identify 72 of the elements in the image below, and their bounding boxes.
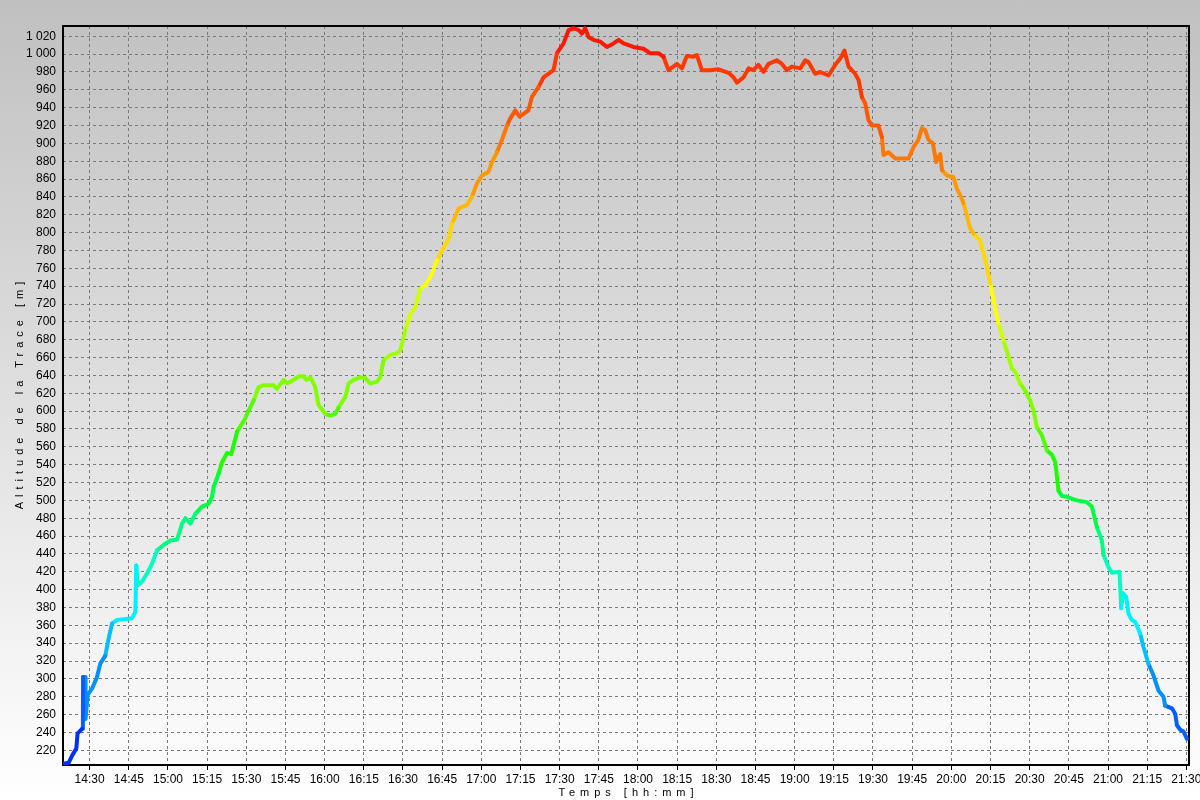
y-tick-label: 1 020 [25,28,57,43]
y-tick-label: 900 [35,135,57,150]
y-tick-label: 300 [35,671,57,686]
y-tick-label: 1 000 [25,46,57,61]
y-tick-label: 640 [35,367,57,382]
x-tick-label: 20:45 [1053,771,1085,786]
y-tick-label: 560 [35,439,57,454]
x-tick-label: 16:00 [309,771,340,786]
x-tick-label: 19:15 [818,771,850,786]
x-tick-label: 14:30 [74,771,105,786]
x-axis-title: Temps [hh:mm] [558,786,699,799]
y-tick-label: 420 [35,564,57,579]
y-tick-label: 840 [35,189,57,204]
x-tick-label: 21:30 [1171,771,1200,786]
x-tick-label: 21:15 [1132,771,1163,786]
y-tick-label: 800 [35,224,57,239]
x-tick-label: 17:45 [583,771,615,786]
x-tick-label: 15:15 [192,771,223,786]
y-axis-title: Altitude de la Trace [m] [13,276,26,510]
x-tick-label: 14:45 [113,771,145,786]
y-tick-label: 920 [35,117,57,132]
y-tick-label: 760 [35,260,57,275]
y-tick-label: 520 [35,474,57,489]
x-tick-label: 17:15 [505,771,536,786]
y-tick-label: 940 [35,99,57,114]
y-tick-label: 340 [35,635,57,650]
y-tick-label: 660 [35,349,57,364]
x-tick-label: 15:45 [270,771,301,786]
y-tick-label: 820 [35,207,57,222]
x-tick-label: 17:00 [466,771,497,786]
x-tick-label: 19:00 [779,771,810,786]
y-tick-label: 960 [35,82,57,97]
y-tick-label: 500 [35,492,57,507]
y-tick-label: 740 [35,278,57,293]
y-tick-label: 580 [35,421,57,436]
y-tick-label: 480 [35,510,57,525]
x-tick-label: 20:15 [975,771,1006,786]
x-tick-label: 16:30 [387,771,419,786]
x-tick-label: 20:30 [1014,771,1045,786]
y-tick-label: 400 [35,581,57,596]
y-tick-label: 620 [35,385,57,400]
y-tick-label: 700 [35,314,57,329]
x-tick-label: 15:30 [231,771,262,786]
y-tick-label: 240 [35,724,57,739]
y-tick-label: 880 [35,153,57,168]
y-tick-label: 540 [35,456,57,471]
y-tick-label: 860 [35,171,57,186]
y-tick-label: 360 [35,617,57,632]
y-tick-label: 260 [35,706,57,721]
x-tick-label: 20:00 [936,771,967,786]
x-tick-label: 18:30 [701,771,732,786]
y-tick-label: 220 [35,742,57,757]
x-tick-label: 19:30 [857,771,889,786]
y-tick-label: 720 [35,296,57,311]
y-tick-label: 980 [35,64,57,79]
x-tick-label: 16:15 [348,771,380,786]
x-tick-label: 21:00 [1092,771,1124,786]
y-tick-label: 780 [35,242,57,257]
x-tick-label: 15:00 [152,771,184,786]
y-tick-label: 320 [35,653,57,668]
x-tick-label: 17:30 [544,771,575,786]
y-tick-label: 440 [35,546,57,561]
y-tick-label: 460 [35,528,57,543]
y-tick-label: 280 [35,689,57,704]
x-tick-label: 18:15 [662,771,693,786]
y-tick-label: 600 [35,403,57,418]
x-tick-label: 18:00 [622,771,654,786]
y-tick-label: 380 [35,599,57,614]
x-tick-label: 16:45 [427,771,458,786]
x-tick-label: 18:45 [740,771,771,786]
y-tick-label: 680 [35,332,57,347]
x-tick-label: 19:45 [897,771,928,786]
